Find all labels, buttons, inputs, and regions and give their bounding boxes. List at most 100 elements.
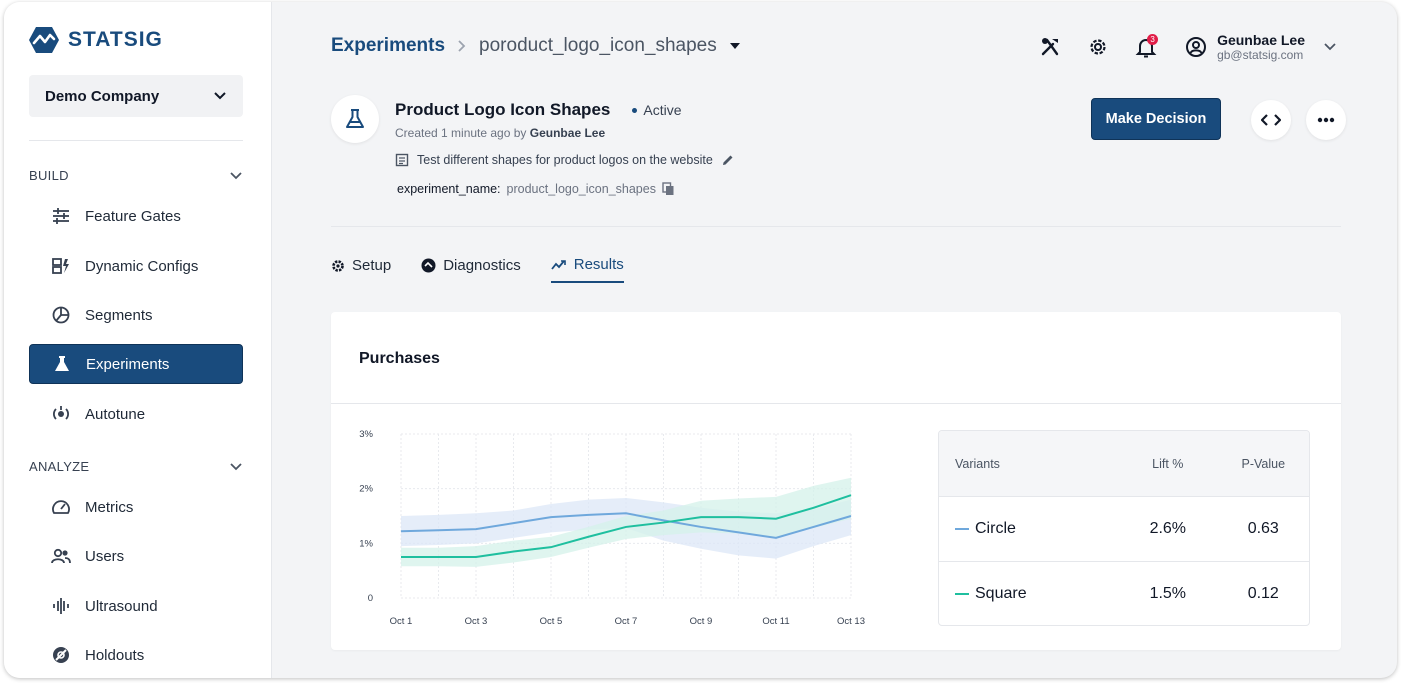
header-pvalue: P-Value bbox=[1241, 456, 1286, 471]
config-icon bbox=[51, 256, 71, 276]
more-dots-icon bbox=[1317, 117, 1335, 123]
statsig-logo-icon bbox=[29, 27, 59, 53]
sidebar-item-feature-gates[interactable]: Feature Gates bbox=[29, 196, 243, 236]
section-label: BUILD bbox=[29, 168, 69, 183]
lift-value: 2.6% bbox=[1149, 520, 1187, 537]
description-text: Test different shapes for product logos … bbox=[417, 153, 713, 167]
company-name: Demo Company bbox=[45, 87, 160, 105]
status-text: Active bbox=[643, 102, 682, 118]
company-selector[interactable]: Demo Company bbox=[29, 75, 243, 117]
sidebar-item-holdouts[interactable]: Holdouts bbox=[29, 635, 243, 675]
table-row[interactable]: Circle 2.6% 0.63 bbox=[939, 496, 1309, 561]
sidebar-item-label: Holdouts bbox=[85, 646, 145, 664]
chevron-down-icon bbox=[230, 171, 242, 179]
experiment-tabs: Setup Diagnostics Results bbox=[331, 256, 624, 283]
sidebar-item-label: Dynamic Configs bbox=[85, 257, 199, 275]
purchases-line-chart: 0 1% 2% 3% Oct 1 Oct 3 Oct 5 Oct 7 Oct 9 Oct 11 Oc… bbox=[359, 429, 865, 627]
sidebar-item-label: Autotune bbox=[85, 405, 146, 423]
legend-swatch-square bbox=[955, 593, 969, 595]
sidebar-item-ultrasound[interactable]: Ultrasound bbox=[29, 586, 243, 626]
waveform-icon bbox=[51, 596, 71, 616]
breadcrumb: Experiments poroduct_logo_icon_shapes bbox=[331, 35, 741, 57]
main-content: Experiments poroduct_logo_icon_shapes 3 … bbox=[272, 2, 1397, 678]
sliders-icon bbox=[51, 206, 71, 226]
flask-icon bbox=[52, 354, 72, 374]
variant-name: Circle bbox=[975, 520, 1016, 537]
variant-name: Square bbox=[975, 585, 1027, 602]
x-tick-label: Oct 11 bbox=[762, 616, 789, 627]
x-tick-label: Oct 1 bbox=[390, 616, 413, 627]
status-badge: Active bbox=[632, 102, 681, 118]
metric-title: Purchases bbox=[359, 350, 440, 367]
sidebar-item-autotune[interactable]: Autotune bbox=[29, 394, 243, 434]
x-tick-label: Oct 5 bbox=[540, 616, 563, 627]
y-tick-label: 1% bbox=[359, 538, 373, 549]
series-line-square bbox=[401, 494, 852, 558]
key-label: experiment_name: bbox=[397, 182, 501, 196]
created-by: Geunbae Lee bbox=[529, 126, 606, 140]
section-analyze[interactable]: ANALYZE bbox=[29, 459, 243, 474]
code-view-button[interactable] bbox=[1251, 100, 1291, 140]
gear-icon bbox=[332, 259, 344, 272]
copy-icon[interactable] bbox=[662, 182, 675, 196]
table-row[interactable]: Square 1.5% 0.12 bbox=[939, 561, 1309, 625]
tab-label: Results bbox=[573, 256, 624, 273]
tools-icon[interactable] bbox=[1037, 34, 1063, 60]
sidebar-item-label: Users bbox=[85, 547, 125, 565]
sidebar-item-experiments[interactable]: Experiments bbox=[29, 344, 243, 384]
legend-swatch-circle bbox=[955, 528, 969, 530]
sidebar-item-dynamic-configs[interactable]: Dynamic Configs bbox=[29, 246, 243, 286]
tab-diagnostics[interactable]: Diagnostics bbox=[421, 256, 521, 283]
user-menu[interactable]: Geunbae Lee gb@statsig.com bbox=[1185, 32, 1337, 62]
chevron-right-icon bbox=[458, 40, 466, 52]
x-tick-label: Oct 13 bbox=[837, 616, 865, 627]
tab-setup[interactable]: Setup bbox=[331, 256, 391, 283]
brand-name: STATSIG bbox=[68, 28, 163, 51]
experiment-header: Product Logo Icon Shapes Active bbox=[395, 100, 681, 120]
confidence-band-square bbox=[401, 477, 851, 567]
sidebar-item-label: Metrics bbox=[85, 498, 134, 516]
autotune-icon bbox=[51, 404, 71, 424]
tab-results[interactable]: Results bbox=[550, 256, 624, 283]
caret-down-icon[interactable] bbox=[729, 42, 741, 50]
document-icon bbox=[395, 153, 409, 167]
experiment-key: experiment_name: product_logo_icon_shape… bbox=[397, 182, 675, 196]
experiment-created-meta: Created 1 minute ago by Geunbae Lee bbox=[395, 126, 605, 140]
variant-cell: Circle bbox=[939, 520, 1118, 538]
card-divider bbox=[331, 403, 1341, 404]
key-value: product_logo_icon_shapes bbox=[506, 182, 656, 196]
notifications-bell-icon[interactable]: 3 bbox=[1133, 34, 1159, 60]
experiment-title: Product Logo Icon Shapes bbox=[395, 100, 611, 119]
breadcrumb-current[interactable]: poroduct_logo_icon_shapes bbox=[479, 35, 717, 56]
make-decision-button[interactable]: Make Decision bbox=[1091, 98, 1221, 140]
users-icon bbox=[51, 546, 71, 566]
sidebar-item-segments[interactable]: Segments bbox=[29, 295, 243, 335]
lift-value: 1.5% bbox=[1149, 585, 1187, 602]
chevron-down-icon bbox=[214, 92, 226, 100]
experiment-avatar bbox=[331, 95, 379, 143]
code-brackets-icon bbox=[1261, 114, 1281, 126]
header-lift: Lift % bbox=[1152, 456, 1184, 471]
notification-badge: 3 bbox=[1147, 34, 1159, 45]
pvalue-value: 0.63 bbox=[1247, 520, 1279, 537]
edit-pencil-icon[interactable] bbox=[721, 153, 735, 167]
segments-icon bbox=[51, 305, 71, 325]
sidebar-item-users[interactable]: Users bbox=[29, 536, 243, 576]
y-tick-label: 0 bbox=[368, 593, 373, 604]
section-build[interactable]: BUILD bbox=[29, 168, 243, 183]
gear-icon[interactable] bbox=[1085, 34, 1111, 60]
header-actions: 3 Geunbae Lee gb@statsig.com bbox=[1037, 32, 1337, 62]
sidebar-item-label: Feature Gates bbox=[85, 207, 181, 225]
experiment-description: Test different shapes for product logos … bbox=[395, 153, 735, 167]
variant-cell: Square bbox=[939, 585, 1118, 603]
header-divider bbox=[331, 226, 1341, 227]
chevron-down-icon bbox=[230, 462, 242, 470]
more-options-button[interactable] bbox=[1306, 100, 1346, 140]
breadcrumb-experiments-link[interactable]: Experiments bbox=[331, 35, 446, 56]
sidebar: STATSIG Demo Company BUILD Feature Gates… bbox=[4, 2, 272, 678]
y-tick-label: 2% bbox=[359, 484, 373, 495]
statsig-logo[interactable]: STATSIG bbox=[28, 26, 163, 54]
sidebar-item-metrics[interactable]: Metrics bbox=[29, 487, 243, 527]
variants-table: Variants Lift % P-Value Circle 2.6% 0.63 bbox=[938, 430, 1310, 626]
x-tick-label: Oct 7 bbox=[615, 616, 638, 627]
